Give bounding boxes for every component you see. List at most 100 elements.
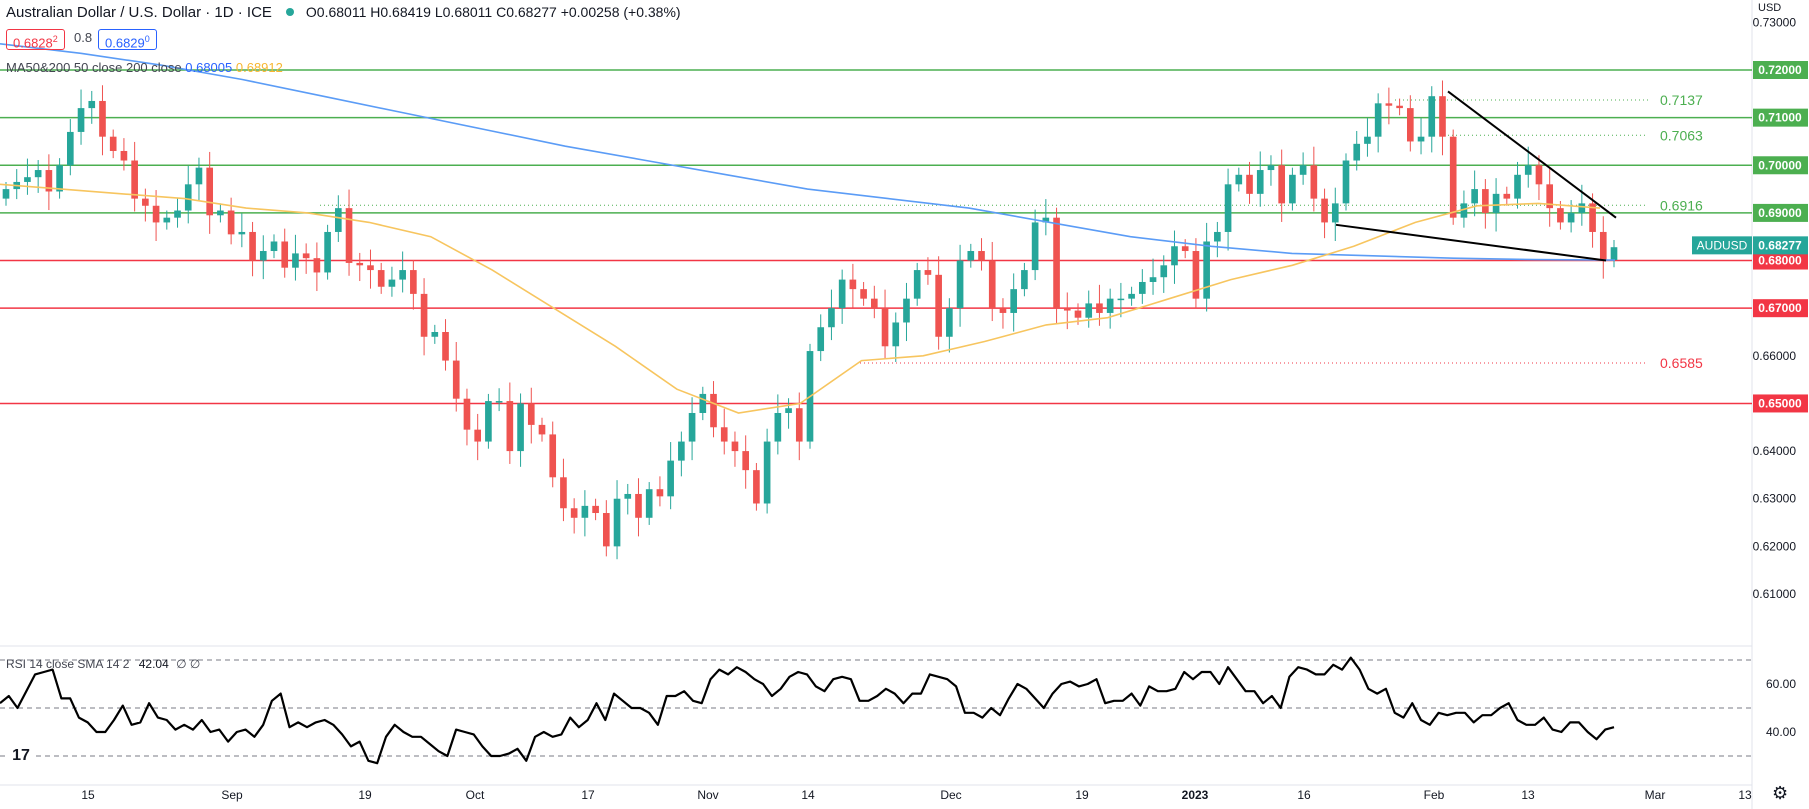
candle-body [1514,174,1521,199]
candle-body [142,198,149,206]
candle-body [109,136,117,151]
candle-body [1256,170,1264,194]
candle-body [903,298,910,323]
candle-body [270,241,278,252]
candle-body [1214,231,1221,242]
candle-body [238,231,246,235]
candle-body [1181,246,1189,252]
candle-body [538,424,546,435]
symbol-tag: AUDUSD [1697,238,1748,252]
candle-body [1149,277,1157,282]
x-tick-label: 14 [801,788,815,802]
candle-body [77,108,85,132]
candle-body [66,131,74,166]
ma50-line [0,183,1601,414]
candle-body [1589,203,1596,232]
level-label: 0.69000 [1758,206,1802,220]
candle-body [2,189,10,199]
candle-body [1610,247,1618,261]
candle-body [849,279,857,290]
candle-body [860,289,867,299]
candle-body [956,260,964,309]
level-label: 0.65000 [1758,396,1802,410]
trendline-upper [1447,90,1617,219]
candle-body [967,251,975,261]
level-label-bg [1753,203,1808,222]
candle-body [1203,241,1210,299]
candle-body [206,167,214,216]
candle-body [1160,265,1168,278]
candle-body [999,308,1007,313]
candle-body [1578,203,1586,213]
candle-body [892,322,900,347]
candle-body [367,265,374,271]
candle-body [1171,246,1178,266]
candle-body [45,170,53,192]
x-tick-label: Dec [940,788,961,802]
candle-body [217,210,224,216]
rsi-legend-extra: ∅ ∅ [176,657,201,671]
buy-price-box[interactable]: 0.68290 [98,29,157,50]
candle-body [924,270,932,275]
candle-body [442,332,449,361]
candle-body [1460,203,1468,218]
candle-body [592,505,599,514]
currency-label: USD [1758,2,1781,14]
candle-body [1063,308,1071,311]
candle-body [763,441,771,504]
candle-body [1246,174,1253,194]
candle-body [1278,165,1286,204]
sell-price-box[interactable]: 0.68282 [6,29,65,50]
rsi-legend-value: 42.04 [138,657,169,671]
candle-body [570,508,578,518]
candle-body [1385,103,1393,106]
candle-body [645,489,653,518]
candle-body [838,279,846,309]
candle-body [377,270,385,287]
rsi-tick-label: 60.00 [1766,677,1796,691]
candle-body [485,401,492,442]
last-price-bg [1753,236,1808,255]
y-tick-label: 0.66000 [1753,349,1797,363]
candle-body [742,451,750,471]
candle-body [1128,293,1135,299]
x-tick-label: 19 [358,788,372,802]
candle-body [356,262,364,266]
level-label: 0.68000 [1758,254,1802,268]
level-label-bg [1753,156,1808,175]
candle-body [152,205,160,223]
gear-icon[interactable]: ⚙ [1772,783,1789,803]
candle-body [410,270,417,294]
candle-body [431,332,439,337]
candle-body [1342,160,1350,204]
candle-body [1117,298,1125,301]
candle-body [474,429,482,442]
trendline-lower [1335,223,1607,262]
candle-body [667,460,674,497]
fib-label: 0.6585 [1660,355,1703,371]
candle-body [495,401,503,403]
candle-body [1074,310,1082,318]
candle-body [227,210,235,235]
x-tick-label: Feb [1424,788,1445,802]
level-label: 0.70000 [1758,158,1802,172]
ma-legend[interactable]: MA50&200 50 close 200 close 0.68005 0.68… [6,60,283,75]
candle-body [774,412,782,442]
candle-body [549,434,557,478]
candle-body [913,270,921,299]
rsi-legend[interactable]: RSI 14 close SMA 14 2 42.04 ∅ ∅ [6,657,201,671]
candle-body [785,408,792,413]
candle-body [1031,222,1039,271]
candle-body [1085,303,1093,318]
spread-value: 0.8 [74,30,93,45]
candle-body [463,398,471,430]
candle-body [1482,189,1489,213]
candle-body [688,412,696,442]
candle-body [1503,193,1511,199]
candle-body [1053,217,1060,309]
x-tick-label: Oct [466,788,485,802]
tradingview-logo-icon[interactable]: 17 [6,744,36,768]
candle-body [249,231,256,261]
